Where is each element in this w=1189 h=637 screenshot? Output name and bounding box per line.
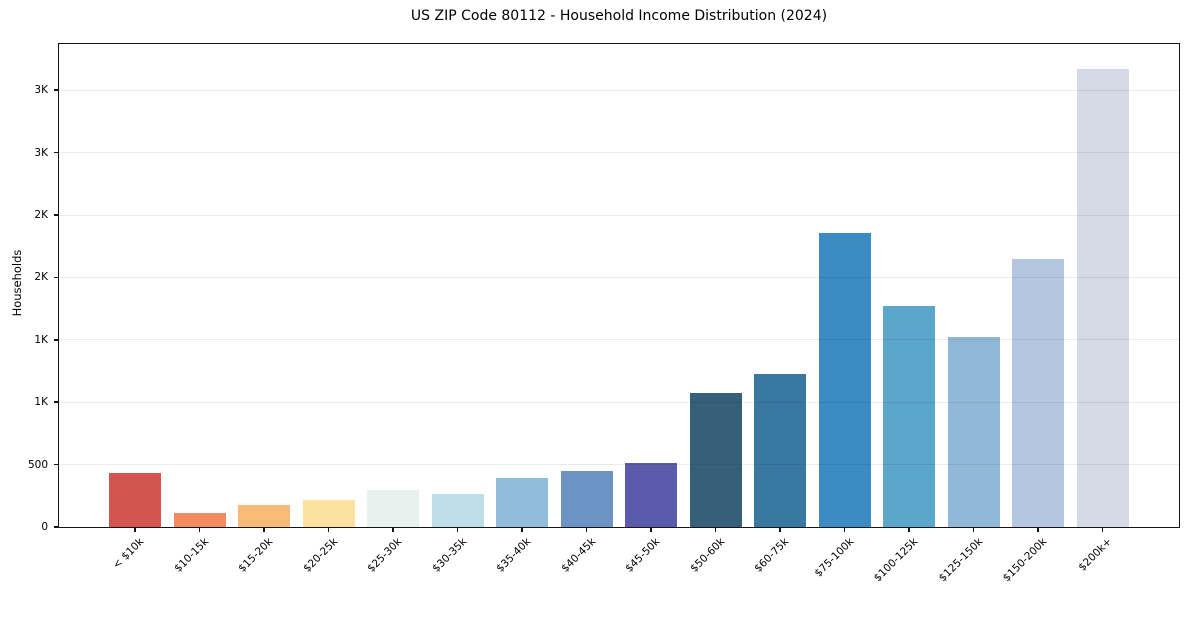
x-tick-mark (972, 527, 975, 532)
x-tick-mark (714, 527, 717, 532)
x-tick-mark (327, 527, 330, 532)
x-tick-mark (134, 527, 136, 532)
gridline (59, 401, 1179, 403)
y-tick-label: 1K (34, 333, 48, 346)
bar-5 (367, 490, 419, 527)
y-tick-mark (54, 89, 59, 91)
bar-14 (947, 337, 1000, 527)
y-tick-mark (54, 276, 59, 279)
bar-13 (883, 305, 935, 527)
x-tick-mark (908, 527, 910, 532)
y-tick-mark (54, 339, 59, 341)
x-tick-mark (585, 527, 588, 532)
x-tick-mark (650, 527, 652, 532)
x-tick-mark (198, 527, 201, 532)
bar-12 (818, 233, 871, 527)
bar-10 (689, 392, 742, 527)
gridline (59, 152, 1179, 154)
gridline (59, 89, 1179, 91)
bar-8 (560, 470, 613, 527)
y-tick-label: 2K (34, 271, 48, 284)
gridline (59, 276, 1179, 278)
y-tick-mark (54, 151, 59, 154)
bar-2 (173, 513, 226, 527)
y-tick-mark (54, 463, 59, 466)
page: { "title": "US ZIP Code 80112 - Househol… (10, 8, 1180, 585)
y-tick-mark (54, 214, 59, 216)
bars-layer (59, 44, 1179, 527)
y-tick-label: 3K (34, 84, 48, 97)
gridline (59, 464, 1179, 466)
y-tick-label: 1K (34, 396, 48, 409)
y-tick-mark (54, 526, 59, 528)
y-tick-label: 500 (27, 458, 48, 471)
gridlines-layer (59, 44, 1179, 527)
bar-7 (496, 477, 548, 527)
x-tick-mark (843, 527, 846, 532)
x-tick-mark (1037, 527, 1039, 532)
x-tick-mark (456, 527, 459, 532)
x-tick-mark (521, 527, 523, 532)
x-tick-mark (392, 527, 394, 532)
bar-chart-figure: US ZIP Code 80112 - Household Income Dis… (10, 8, 1180, 584)
bar-6 (431, 493, 484, 527)
bar-9 (625, 462, 677, 527)
y-tick-label: 2K (34, 208, 48, 221)
y-tick-mark (54, 401, 59, 403)
y-tick-label: 0 (41, 521, 48, 533)
bar-15 (1012, 258, 1064, 527)
bar-4 (302, 499, 355, 527)
bar-11 (754, 374, 806, 527)
bar-3 (238, 505, 290, 527)
chart-title: US ZIP Code 80112 - Household Income Dis… (410, 8, 828, 24)
gridline (59, 339, 1179, 341)
plot-area (59, 44, 1179, 527)
x-tick-mark (779, 527, 781, 532)
x-tick-mark (263, 527, 265, 532)
x-tick-mark (1101, 527, 1104, 532)
gridline (59, 214, 1179, 216)
bar-1 (109, 472, 161, 527)
bar-16 (1076, 69, 1129, 527)
y-tick-label: 3K (34, 146, 48, 159)
